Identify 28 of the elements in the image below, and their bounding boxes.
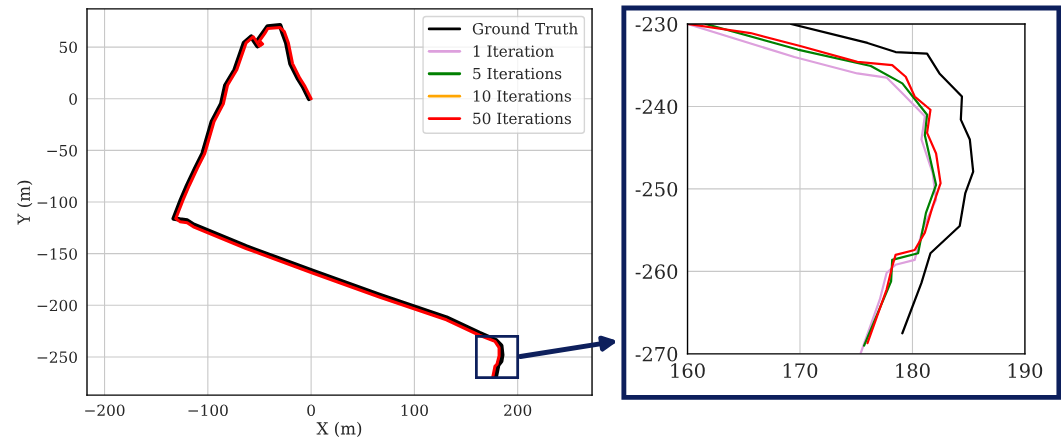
legend-label: Ground Truth bbox=[472, 22, 578, 35]
legend-label: 10 Iterations bbox=[473, 90, 571, 102]
x-tick-label: −200 bbox=[85, 404, 125, 417]
x-tick-label: 180 bbox=[896, 363, 930, 378]
y-tick-label: −150 bbox=[37, 248, 77, 260]
y-tick-label: −50 bbox=[47, 144, 77, 157]
y-tick-label: −100 bbox=[37, 196, 77, 209]
y-axis-title: Y (m) bbox=[17, 180, 33, 225]
x-axis-title: X (m) bbox=[316, 421, 362, 438]
x-tick-label: −100 bbox=[188, 404, 228, 417]
legend-label: 1 Iteration bbox=[473, 45, 554, 57]
y-tick-label: -250 bbox=[635, 181, 678, 197]
x-tick-label: 160 bbox=[671, 363, 705, 378]
x-tick-label: 100 bbox=[401, 404, 428, 417]
x-tick-label: 190 bbox=[1008, 363, 1043, 378]
x-tick-label: 170 bbox=[783, 363, 818, 378]
y-tick-label: −200 bbox=[37, 299, 77, 312]
x-tick-label: 200 bbox=[504, 404, 532, 417]
legend-label: 5 Iterations bbox=[473, 67, 562, 80]
legend-label: 50 Iterations bbox=[473, 112, 571, 125]
x-tick-label: 0 bbox=[307, 404, 315, 417]
y-tick-label: -230 bbox=[635, 16, 678, 32]
y-tick-label: −250 bbox=[37, 351, 77, 363]
y-tick-label: 50 bbox=[59, 41, 77, 54]
y-tick-label: -270 bbox=[635, 346, 678, 362]
y-tick-label: -260 bbox=[635, 264, 678, 280]
y-tick-label: -240 bbox=[635, 99, 678, 115]
y-tick-label: 0 bbox=[69, 93, 77, 105]
